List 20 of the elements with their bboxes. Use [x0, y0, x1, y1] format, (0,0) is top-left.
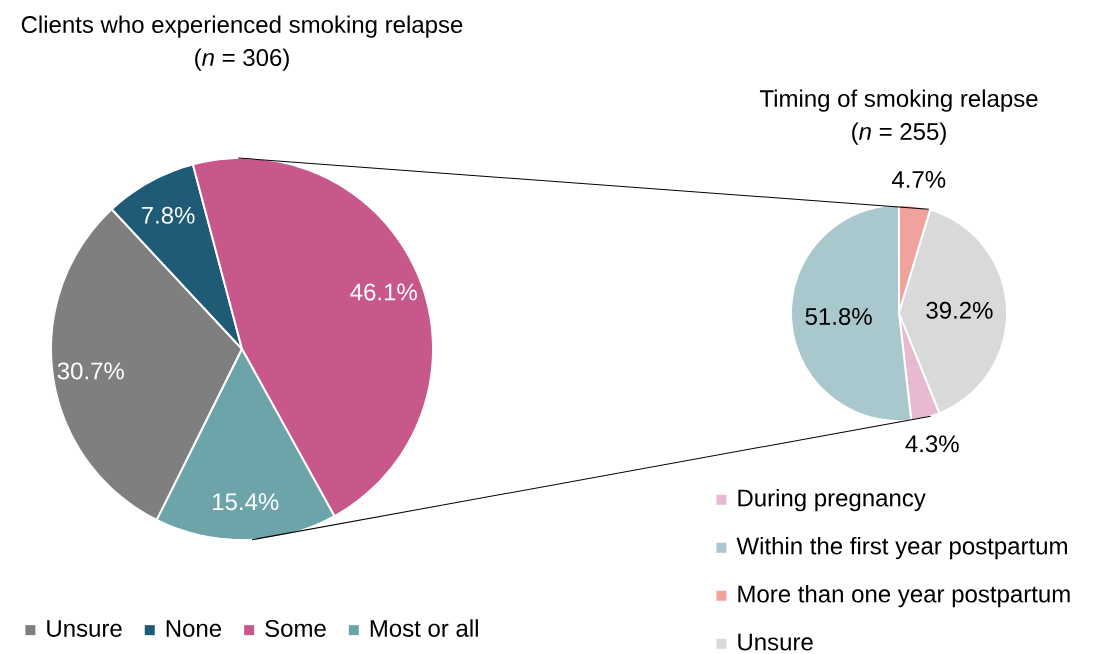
legend-label: Unsure	[47, 620, 122, 637]
chart-title: Timing of smoking relapse	[759, 89, 1038, 112]
legend-label: During pregnancy	[738, 488, 926, 512]
chart-subtitle: (n = 306)	[195, 48, 289, 71]
data-label: 30.7%	[57, 362, 124, 380]
data-label: 46.1%	[350, 283, 417, 301]
chart-subtitle: (n = 255)	[852, 122, 946, 145]
legend-label: None	[166, 620, 222, 637]
data-label: 4.3%	[905, 435, 959, 453]
data-label: 7.8%	[141, 206, 195, 224]
legend-label: More than one year postpartum	[738, 584, 1070, 608]
legend-label: Unsure	[738, 633, 813, 651]
data-label: 15.4%	[213, 493, 279, 511]
legend-label: Most or all	[370, 619, 478, 637]
legend-label: Within the first year postpartum	[736, 536, 1067, 560]
data-label: 39.2%	[926, 301, 993, 319]
data-label: 51.8%	[805, 307, 872, 325]
chart-title: Clients who experienced smoking relapse	[21, 15, 463, 38]
legend-label: Some	[265, 619, 326, 637]
data-label: 4.7%	[891, 171, 946, 188]
